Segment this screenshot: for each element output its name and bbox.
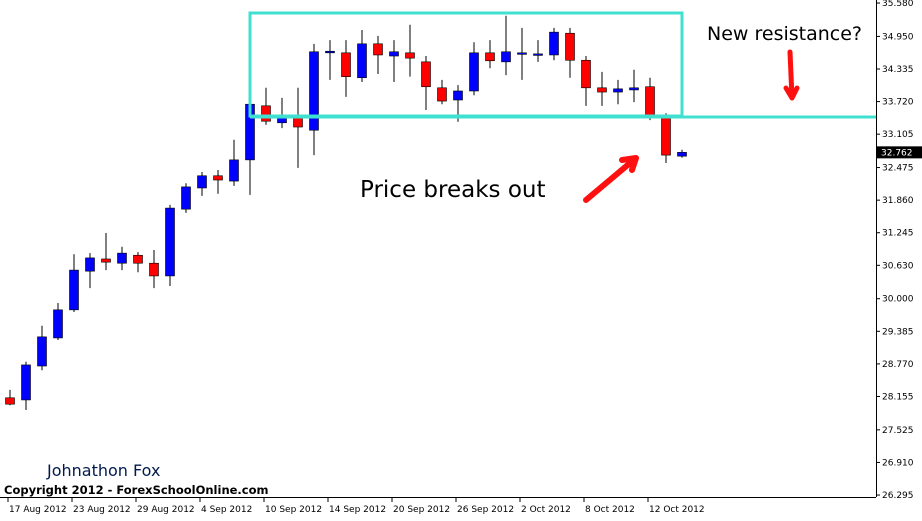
candle-body	[533, 53, 543, 56]
x-tick-label: 23 Aug 2012	[73, 505, 131, 515]
candle-body	[229, 159, 239, 182]
x-tick-label: 12 Oct 2012	[649, 505, 705, 515]
arrow	[783, 49, 800, 101]
price-label-box	[877, 146, 922, 159]
candle-body	[613, 88, 623, 93]
candle-body	[325, 50, 335, 54]
y-tick-label: 32.475	[882, 164, 914, 174]
candles	[5, 15, 687, 410]
annotation: Price breaks out	[360, 177, 546, 203]
x-tick-label: 26 Sep 2012	[457, 505, 514, 515]
y-tick-label: 34.950	[882, 32, 914, 42]
candle-body	[501, 51, 511, 63]
candle-body	[421, 61, 431, 88]
x-tick-label: 10 Sep 2012	[265, 505, 322, 515]
candle-body	[517, 52, 527, 55]
candle-body	[453, 90, 463, 101]
candle-body	[469, 52, 479, 92]
x-tick-label: 2 Oct 2012	[521, 505, 571, 515]
y-tick-label: 26.295	[882, 491, 914, 501]
candle-body	[549, 31, 559, 56]
price-label: 32.762	[881, 148, 913, 158]
candle-body	[581, 59, 591, 89]
candle-body	[389, 51, 399, 57]
candle-body	[117, 252, 127, 264]
candle-body	[629, 87, 639, 91]
candle-body	[69, 269, 79, 311]
candle-body	[565, 32, 575, 61]
arrow	[583, 155, 639, 203]
candle-body	[405, 52, 415, 59]
y-tick-label: 34.335	[882, 65, 914, 75]
x-tick-label: 17 Aug 2012	[9, 505, 67, 515]
candle-body	[677, 152, 687, 157]
candle-body	[197, 175, 207, 189]
candle-body	[645, 86, 655, 116]
candle-body	[37, 336, 47, 367]
x-tick-label: 20 Sep 2012	[393, 505, 450, 515]
author: Johnathon Fox	[46, 461, 160, 480]
candle-body	[597, 87, 607, 93]
candle-body	[101, 258, 111, 263]
candle-body	[85, 257, 95, 272]
candle-body	[437, 87, 447, 102]
candle-body	[133, 254, 143, 264]
y-tick-label: 26.910	[882, 458, 914, 468]
candle-body	[485, 52, 495, 62]
y-tick-label: 31.245	[882, 229, 914, 239]
candle-body	[661, 116, 671, 156]
y-tick-label: 28.770	[882, 360, 914, 370]
y-tick-label: 29.385	[882, 327, 914, 337]
candle-body	[5, 397, 15, 405]
candle-body	[53, 309, 63, 339]
candle-body	[341, 52, 351, 77]
candle-body	[181, 186, 191, 210]
candle-body	[309, 51, 319, 131]
y-tick-label: 30.000	[882, 295, 914, 305]
y-tick-label: 31.860	[882, 196, 914, 206]
candle-body	[213, 175, 223, 181]
x-tick-label: 14 Sep 2012	[329, 505, 386, 515]
y-tick-label: 33.720	[882, 98, 914, 108]
y-tick-label: 28.155	[882, 392, 914, 402]
copyright: Copyright 2012 - ForexSchoolOnline.com	[4, 483, 269, 497]
x-tick-label: 4 Sep 2012	[201, 505, 252, 515]
x-tick-label: 8 Oct 2012	[585, 505, 635, 515]
candle-body	[21, 364, 31, 401]
candle-body	[149, 262, 159, 277]
candle-body	[261, 105, 271, 122]
candle-body	[357, 43, 367, 79]
annotation: New resistance?	[707, 23, 862, 45]
y-tick-label: 35.580	[882, 0, 914, 9]
y-tick-label: 27.525	[882, 426, 914, 436]
x-tick-label: 29 Aug 2012	[137, 505, 195, 515]
candle-body	[373, 43, 383, 56]
candle-body	[165, 207, 175, 277]
y-tick-label: 30.630	[882, 261, 914, 271]
y-tick-label: 33.105	[882, 130, 914, 140]
